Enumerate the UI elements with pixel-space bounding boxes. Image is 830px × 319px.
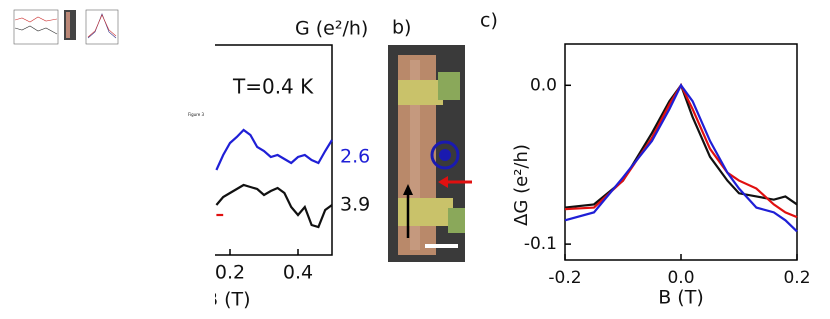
y-tick-label: -0.1 (524, 234, 557, 254)
data-line (564, 83, 798, 219)
plot-frame (215, 44, 333, 256)
x-axis-label: B (T) (205, 289, 251, 311)
x-tick-label: 0.0 (667, 268, 694, 288)
device-image (388, 45, 472, 262)
data-line (215, 128, 333, 171)
x-tick-label: 0.2 (783, 268, 810, 288)
panel-label: b) (392, 17, 411, 39)
figure-caption: Figure 3 (188, 112, 204, 117)
panel-label: c) (480, 10, 498, 32)
x-tick-label: 0.2 (215, 262, 245, 284)
x-tick-label: -0.2 (548, 268, 581, 288)
y-axis-label: ΔG (e²/h) (511, 144, 532, 226)
thumbnail (13, 9, 119, 45)
x-tick-label: 0.4 (283, 262, 313, 284)
data-line (564, 83, 798, 233)
series-label: 2.6 (340, 146, 370, 168)
annotation: T=0.4 K (232, 75, 314, 99)
chart: 0.2 0.4 B (T) (205, 44, 333, 311)
x-axis-label: B (T) (658, 287, 704, 309)
plot-frame (564, 43, 798, 261)
data-line (564, 82, 798, 209)
series-label: 3.9 (340, 194, 370, 216)
chart: -0.2 0.0 0.2 0.0 -0.1 (524, 43, 811, 288)
chart-title: G (e²/h) (295, 18, 368, 40)
data-line (215, 183, 333, 229)
y-tick-label: 0.0 (530, 75, 557, 95)
